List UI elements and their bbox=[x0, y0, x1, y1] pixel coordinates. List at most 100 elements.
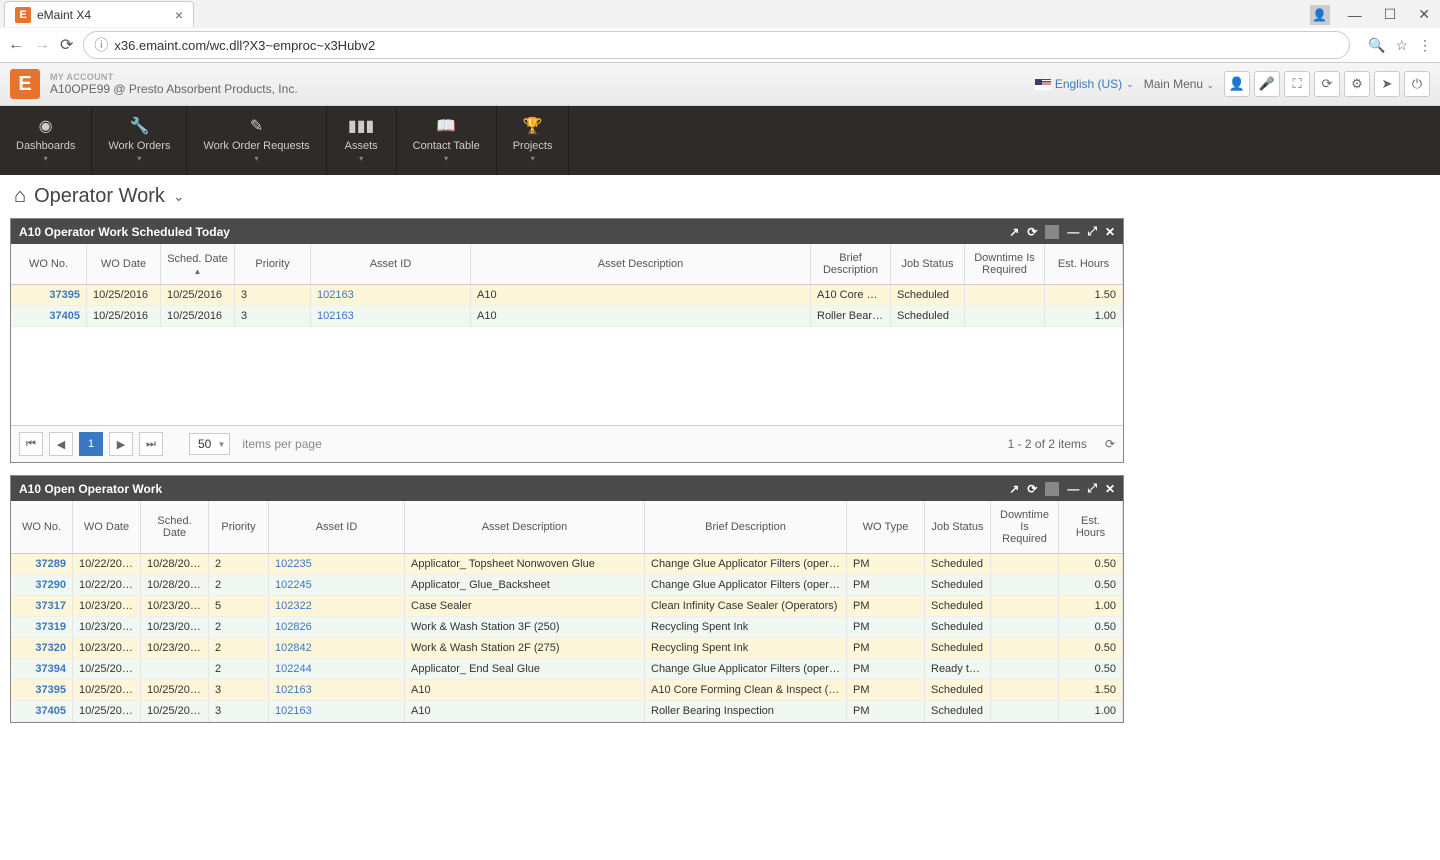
window-minimize-icon[interactable]: — bbox=[1344, 5, 1366, 25]
column-header[interactable]: WO No. bbox=[11, 244, 87, 284]
main-menu-button[interactable]: Main Menu ⌄ bbox=[1144, 77, 1214, 91]
asset-link[interactable]: 102163 bbox=[311, 306, 471, 326]
table-row[interactable]: 3739510/25/201610/25/20163102163A10A10 C… bbox=[11, 680, 1123, 701]
column-header[interactable]: Asset ID bbox=[269, 501, 405, 553]
user-icon[interactable]: 👤 bbox=[1224, 71, 1250, 97]
profile-avatar-icon[interactable]: 👤 bbox=[1310, 5, 1330, 25]
window-maximize-icon[interactable]: ☐ bbox=[1380, 4, 1401, 25]
column-header[interactable]: Brief Description bbox=[645, 501, 847, 553]
column-header[interactable]: WO Date bbox=[73, 501, 141, 553]
popout-icon[interactable]: ↗ bbox=[1009, 225, 1019, 239]
column-header[interactable]: Priority bbox=[235, 244, 311, 284]
column-header[interactable]: Job Status bbox=[891, 244, 965, 284]
home-icon[interactable]: ⌂ bbox=[14, 185, 26, 208]
table-row[interactable]: 3731910/23/201610/23/20162102826Work & W… bbox=[11, 617, 1123, 638]
table-row[interactable]: 3740510/25/201610/25/20163102163A10Rolle… bbox=[11, 701, 1123, 722]
column-header[interactable]: Est. Hours bbox=[1059, 501, 1123, 553]
panel-settings-icon[interactable] bbox=[1045, 482, 1059, 496]
nav-item-projects[interactable]: 🏆Projects▾ bbox=[497, 106, 570, 175]
bookmark-star-icon[interactable]: ☆ bbox=[1395, 37, 1408, 54]
pager-size-select[interactable]: 50 bbox=[189, 433, 230, 455]
wo-link[interactable]: 37405 bbox=[11, 701, 73, 721]
language-selector[interactable]: English (US) ⌄ bbox=[1035, 77, 1134, 91]
column-header[interactable]: Downtime Is Required bbox=[965, 244, 1045, 284]
table-row[interactable]: 3731710/23/201610/23/20165102322Case Sea… bbox=[11, 596, 1123, 617]
pager-next-icon[interactable]: ▶ bbox=[109, 432, 133, 456]
pager-last-icon[interactable]: ⏭ bbox=[139, 432, 163, 456]
panel-collapse-icon[interactable]: — bbox=[1067, 225, 1079, 239]
column-header[interactable]: Asset Description bbox=[471, 244, 811, 284]
refresh-icon[interactable]: ⟳ bbox=[1314, 71, 1340, 97]
column-header[interactable]: Brief Description bbox=[811, 244, 891, 284]
pager-refresh-icon[interactable]: ⟳ bbox=[1105, 437, 1115, 451]
pager-first-icon[interactable]: ⏮ bbox=[19, 432, 43, 456]
pager-page-current[interactable]: 1 bbox=[79, 432, 103, 456]
browser-tab[interactable]: E eMaint X4 × bbox=[4, 1, 194, 27]
pager-prev-icon[interactable]: ◀ bbox=[49, 432, 73, 456]
nav-reload-icon[interactable]: ⟳ bbox=[60, 35, 73, 55]
asset-link[interactable]: 102163 bbox=[269, 680, 405, 700]
panel-collapse-icon[interactable]: — bbox=[1067, 482, 1079, 496]
column-header[interactable]: Est. Hours bbox=[1045, 244, 1123, 284]
column-header[interactable]: Job Status bbox=[925, 501, 991, 553]
nav-item-work-orders[interactable]: 🔧Work Orders▾ bbox=[92, 106, 187, 175]
nav-forward-icon[interactable]: → bbox=[34, 36, 50, 54]
fullscreen-icon[interactable]: ⛶ bbox=[1284, 71, 1310, 97]
nav-item-work-order-requests[interactable]: ✎Work Order Requests▾ bbox=[187, 106, 326, 175]
nav-item-dashboards[interactable]: ◉Dashboards▾ bbox=[0, 106, 92, 175]
asset-link[interactable]: 102235 bbox=[269, 554, 405, 574]
column-header[interactable]: Priority bbox=[209, 501, 269, 553]
table-row[interactable]: 3739510/25/201610/25/20163102163A10A10 C… bbox=[11, 285, 1123, 306]
tab-close-icon[interactable]: × bbox=[175, 7, 183, 23]
window-close-icon[interactable]: ✕ bbox=[1414, 4, 1434, 25]
chevron-down-icon[interactable]: ⌄ bbox=[173, 188, 185, 205]
nav-item-assets[interactable]: ▮▮▮Assets▾ bbox=[327, 106, 397, 175]
wo-link[interactable]: 37289 bbox=[11, 554, 73, 574]
panel-expand-icon[interactable]: ⤢ bbox=[1087, 224, 1097, 239]
column-header[interactable]: Asset Description bbox=[405, 501, 645, 553]
asset-link[interactable]: 102826 bbox=[269, 617, 405, 637]
panel-settings-icon[interactable] bbox=[1045, 225, 1059, 239]
asset-link[interactable]: 102163 bbox=[311, 285, 471, 305]
table-row[interactable]: 3728910/22/201610/28/20162102235Applicat… bbox=[11, 554, 1123, 575]
asset-link[interactable]: 102244 bbox=[269, 659, 405, 679]
wo-link[interactable]: 37395 bbox=[11, 680, 73, 700]
column-header[interactable]: Sched. Date bbox=[141, 501, 209, 553]
wo-link[interactable]: 37405 bbox=[11, 306, 87, 326]
chrome-menu-icon[interactable]: ⋮ bbox=[1418, 37, 1432, 54]
power-icon[interactable]: ⏻ bbox=[1404, 71, 1430, 97]
panel-close-icon[interactable]: ✕ bbox=[1105, 482, 1115, 496]
url-input[interactable]: ⓘ x36.emaint.com/wc.dll?X3~emproc~x3Hubv… bbox=[83, 31, 1350, 59]
panel-close-icon[interactable]: ✕ bbox=[1105, 225, 1115, 239]
panel-expand-icon[interactable]: ⤢ bbox=[1087, 481, 1097, 496]
gear-icon[interactable]: ⚙ bbox=[1344, 71, 1370, 97]
wo-link[interactable]: 37394 bbox=[11, 659, 73, 679]
column-header[interactable]: WO Type bbox=[847, 501, 925, 553]
asset-link[interactable]: 102245 bbox=[269, 575, 405, 595]
nav-item-contact-table[interactable]: 📖Contact Table▾ bbox=[397, 106, 497, 175]
asset-link[interactable]: 102842 bbox=[269, 638, 405, 658]
panel-refresh-icon[interactable]: ⟳ bbox=[1027, 482, 1037, 496]
column-header[interactable]: Sched. Date▲ bbox=[161, 244, 235, 284]
wo-link[interactable]: 37317 bbox=[11, 596, 73, 616]
wo-link[interactable]: 37290 bbox=[11, 575, 73, 595]
column-header[interactable]: Downtime Is Required bbox=[991, 501, 1059, 553]
asset-link[interactable]: 102163 bbox=[269, 701, 405, 721]
panel-refresh-icon[interactable]: ⟳ bbox=[1027, 225, 1037, 239]
column-header[interactable]: Asset ID bbox=[311, 244, 471, 284]
table-row[interactable]: 3732010/23/201610/23/20162102842Work & W… bbox=[11, 638, 1123, 659]
column-header[interactable]: WO No. bbox=[11, 501, 73, 553]
table-row[interactable]: 3739410/25/20162102244Applicator_ End Se… bbox=[11, 659, 1123, 680]
nav-back-icon[interactable]: ← bbox=[8, 36, 24, 54]
wo-link[interactable]: 37319 bbox=[11, 617, 73, 637]
wo-link[interactable]: 37320 bbox=[11, 638, 73, 658]
site-info-icon[interactable]: ⓘ bbox=[94, 35, 108, 55]
zoom-icon[interactable]: 🔍 bbox=[1368, 37, 1385, 54]
location-icon[interactable]: ➤ bbox=[1374, 71, 1400, 97]
column-header[interactable]: WO Date bbox=[87, 244, 161, 284]
table-row[interactable]: 3740510/25/201610/25/20163102163A10Rolle… bbox=[11, 306, 1123, 327]
popout-icon[interactable]: ↗ bbox=[1009, 482, 1019, 496]
table-row[interactable]: 3729010/22/201610/28/20162102245Applicat… bbox=[11, 575, 1123, 596]
mic-icon[interactable]: 🎤 bbox=[1254, 71, 1280, 97]
asset-link[interactable]: 102322 bbox=[269, 596, 405, 616]
